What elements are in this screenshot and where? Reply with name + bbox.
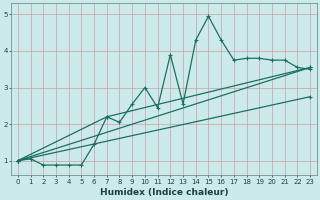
X-axis label: Humidex (Indice chaleur): Humidex (Indice chaleur) bbox=[100, 188, 228, 197]
